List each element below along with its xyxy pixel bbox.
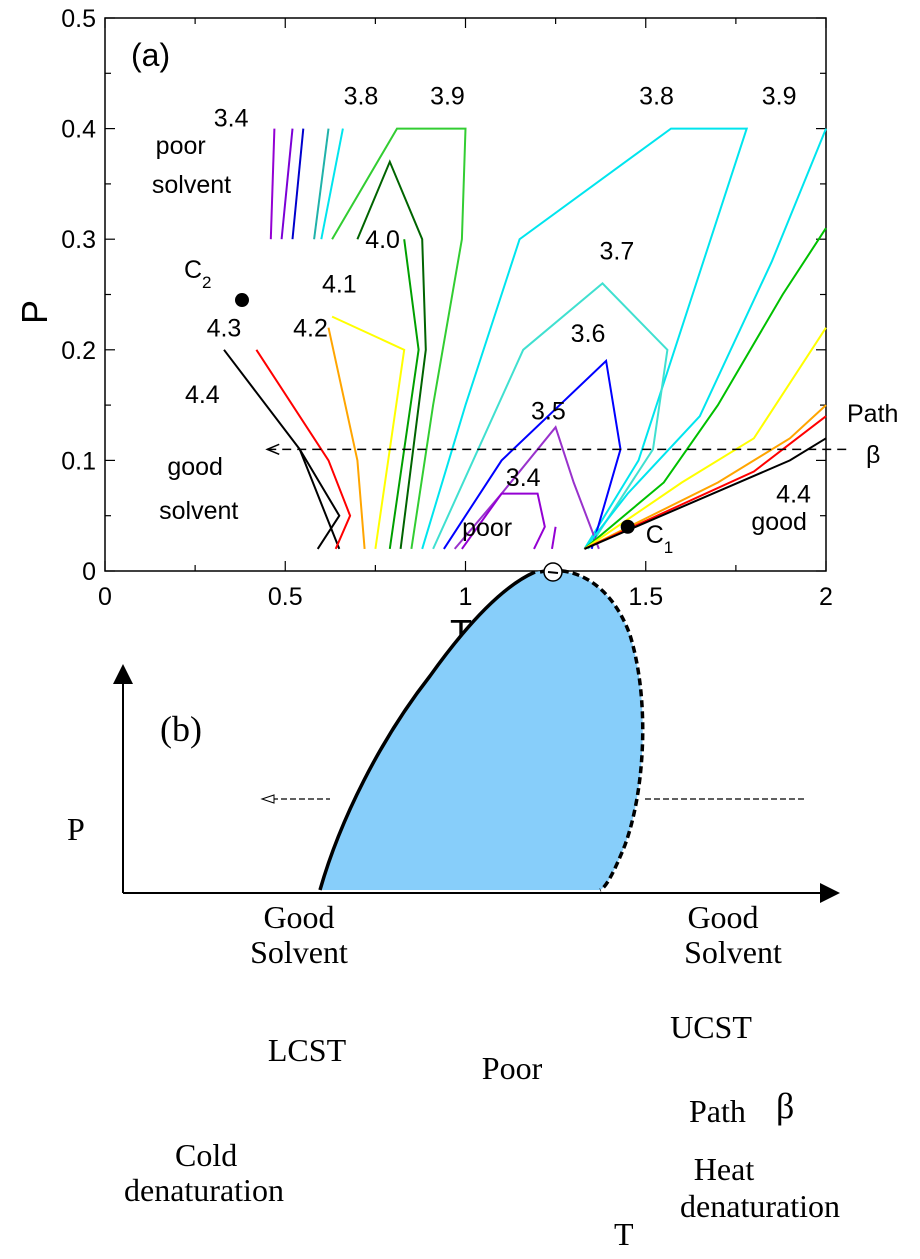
ucst-curve bbox=[539, 568, 645, 892]
contour-label: poor bbox=[462, 514, 512, 542]
panel-a-label: (a) bbox=[131, 37, 170, 73]
contour-line bbox=[320, 128, 344, 240]
y-tick-label: 0.4 bbox=[61, 116, 96, 144]
critical-point-label: C1 bbox=[646, 521, 674, 557]
x-tick-label: 1.5 bbox=[628, 583, 663, 611]
contour-label: 4.3 bbox=[207, 315, 242, 343]
contour-label: 3.9 bbox=[762, 82, 797, 110]
y-axis-label: P bbox=[14, 300, 55, 324]
panel-b-schematic: (b) P T Good Solvent Good Solvent LCST U… bbox=[67, 562, 840, 1252]
heat-label: Heat bbox=[694, 1151, 755, 1187]
critical-point-label: C2 bbox=[184, 256, 212, 292]
ucst-label: UCST bbox=[670, 1009, 752, 1045]
contour-line bbox=[388, 239, 420, 550]
x-tick-label: 0.5 bbox=[268, 583, 303, 611]
contour-lines bbox=[223, 127, 827, 550]
t-axis-label: T bbox=[614, 1216, 634, 1252]
contour-line bbox=[356, 159, 427, 550]
contour-label: 3.8 bbox=[344, 82, 379, 110]
path-beta-arrow: Path β bbox=[265, 400, 898, 469]
contour-line bbox=[584, 404, 827, 550]
contour-label: 4.0 bbox=[365, 226, 400, 254]
solvent-label-right: Solvent bbox=[684, 934, 782, 970]
contour-line bbox=[584, 437, 827, 550]
tick-labels: 0 0.5 1 1.5 2 0 0.1 0.2 0.3 0.4 0.5 bbox=[61, 5, 833, 611]
contour-line bbox=[313, 128, 330, 240]
critical-point-dash bbox=[547, 571, 559, 574]
contour-label: good bbox=[751, 508, 807, 536]
contour-label: 3.6 bbox=[571, 320, 606, 348]
x-tick-label: 2 bbox=[819, 583, 833, 611]
contour-line bbox=[453, 425, 600, 550]
cold-denaturation-label: denaturation bbox=[124, 1172, 284, 1208]
lcst-curve bbox=[318, 570, 536, 891]
path-beta-arrowhead bbox=[265, 443, 280, 456]
contour-labels: 3.4 3.8 3.9 3.8 3.9 poor solvent 4.0 3.7 4.1 4.3 4.… bbox=[152, 82, 811, 541]
heat-denaturation-label: denaturation bbox=[680, 1188, 840, 1224]
contour-label: poor bbox=[156, 132, 206, 160]
contour-label: 3.5 bbox=[531, 398, 566, 426]
panel-a-phase-diagram: 0 0.5 1 1.5 200.10.20.30.40.5 3.43.8 3.9 3.8 3.… bbox=[14, 5, 898, 653]
contour-label: good bbox=[167, 453, 223, 481]
beta-label: β bbox=[866, 441, 880, 469]
contour-line bbox=[583, 128, 827, 550]
x-tick-label: 1 bbox=[459, 583, 473, 611]
critical-point-subscript: 1 bbox=[664, 538, 673, 557]
critical-point-subscript: 2 bbox=[202, 273, 211, 292]
contour-line bbox=[443, 358, 622, 550]
y-tick-label: 0.1 bbox=[61, 447, 96, 475]
contour-label: 3.9 bbox=[430, 82, 465, 110]
contour-label: 4.1 bbox=[322, 270, 357, 298]
good-label-right: Good bbox=[687, 899, 758, 935]
path-beta-symbol: β bbox=[776, 1086, 794, 1126]
y-tick-label: 0.3 bbox=[61, 226, 96, 254]
contour-line bbox=[327, 327, 366, 549]
contour-line bbox=[421, 127, 749, 550]
path-beta-arrowhead-left bbox=[260, 794, 275, 804]
contour-label: 3.8 bbox=[639, 82, 674, 110]
contour-line bbox=[298, 448, 341, 550]
critical-points: C2 C1 bbox=[184, 256, 673, 557]
x-tick-label: 0 bbox=[98, 583, 112, 611]
p-axis-label: P bbox=[67, 811, 85, 847]
path-label: Path bbox=[847, 400, 898, 428]
critical-point bbox=[620, 519, 635, 534]
contour-line bbox=[432, 282, 669, 550]
contour-line bbox=[269, 128, 276, 240]
contour-line bbox=[255, 349, 352, 550]
contour-line bbox=[584, 415, 827, 550]
path-beta-label: Path bbox=[689, 1093, 746, 1129]
contour-label: 4.4 bbox=[185, 381, 220, 409]
contour-line bbox=[461, 492, 546, 550]
cold-label: Cold bbox=[175, 1137, 237, 1173]
contour-line bbox=[291, 128, 305, 240]
y-tick-label: 0 bbox=[82, 558, 96, 586]
contour-label: 3.4 bbox=[506, 464, 541, 492]
contour-line bbox=[331, 315, 406, 550]
contour-line bbox=[551, 526, 557, 550]
contour-label: 4.4 bbox=[776, 481, 811, 509]
axis-ticks bbox=[104, 17, 827, 572]
good-label-left: Good bbox=[263, 899, 334, 935]
contour-label: solvent bbox=[159, 497, 238, 525]
contour-label: 3.7 bbox=[600, 237, 635, 265]
panel-b-label: (b) bbox=[160, 709, 202, 749]
contour-line bbox=[331, 127, 467, 550]
contour-label: solvent bbox=[152, 171, 231, 199]
y-tick-label: 0.2 bbox=[61, 337, 96, 365]
solvent-label-left: Solvent bbox=[250, 934, 348, 970]
poor-label: Poor bbox=[482, 1050, 543, 1086]
contour-line bbox=[583, 327, 827, 550]
lcst-label: LCST bbox=[268, 1032, 347, 1068]
poor-solvent-region bbox=[320, 570, 643, 890]
contour-line bbox=[583, 227, 827, 550]
critical-point bbox=[234, 293, 249, 308]
y-tick-label: 0.5 bbox=[61, 5, 96, 33]
contour-line bbox=[280, 128, 294, 240]
contour-label: 4.2 bbox=[293, 315, 328, 343]
contour-label: 3.4 bbox=[214, 105, 249, 133]
